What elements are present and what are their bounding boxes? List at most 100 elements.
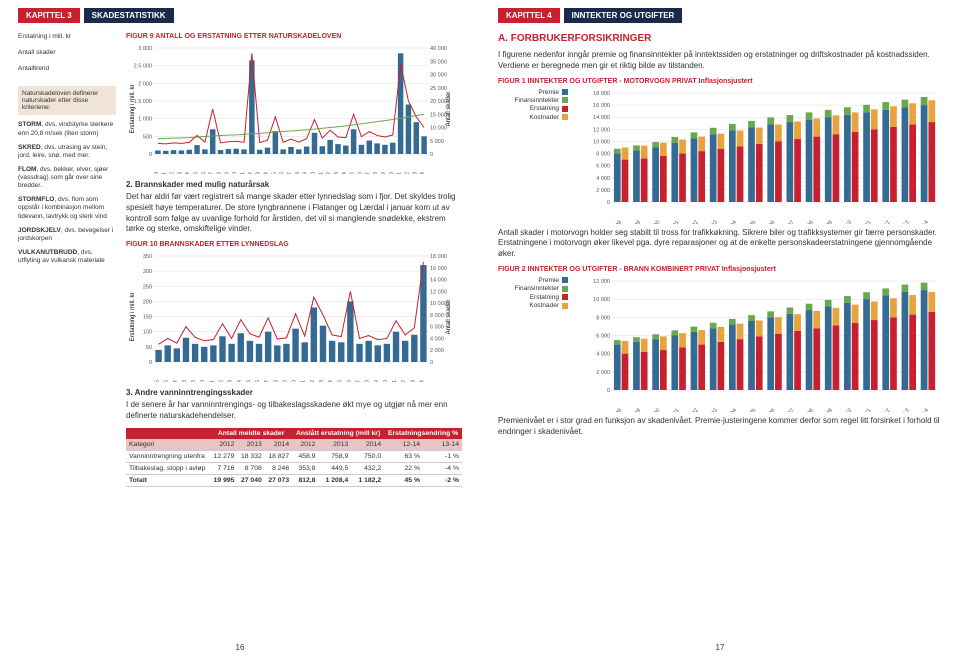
- svg-text:14 000: 14 000: [430, 278, 447, 284]
- para-r2: Premienivået er i stor grad en funksjon …: [498, 416, 942, 438]
- svg-text:2011: 2011: [397, 172, 403, 174]
- svg-text:10 000: 10 000: [593, 297, 610, 303]
- svg-text:2006: 2006: [765, 408, 777, 412]
- svg-text:2006: 2006: [357, 172, 363, 174]
- svg-text:8 000: 8 000: [596, 151, 610, 157]
- svg-text:2008: 2008: [803, 408, 815, 412]
- svg-text:1996: 1996: [255, 380, 261, 382]
- svg-text:2012: 2012: [880, 408, 892, 412]
- page-left: KAPITTEL 3 SKADESTATISTIKK Erstatning i …: [0, 0, 480, 660]
- svg-text:1996: 1996: [279, 172, 285, 174]
- header-right: KAPITTEL 4 INNTEKTER OG UTGIFTER: [498, 8, 942, 23]
- svg-text:2004: 2004: [726, 408, 738, 412]
- svg-text:1980: 1980: [154, 172, 160, 174]
- main-column: FIGUR 9 ANTALL OG ERSTATNING ETTER NATUR…: [126, 33, 462, 487]
- svg-text:8 000: 8 000: [596, 315, 610, 321]
- svg-text:1994: 1994: [264, 172, 270, 174]
- svg-text:16 000: 16 000: [430, 266, 447, 272]
- fig2-title: FIGUR 2 INNTEKTER OG UTGIFTER - BRANN KO…: [498, 266, 942, 273]
- intro-text: I figurene nedenfor inngår premie og fin…: [498, 50, 942, 72]
- svg-text:4 000: 4 000: [596, 175, 610, 181]
- svg-text:2006: 2006: [346, 380, 352, 382]
- svg-text:2001: 2001: [318, 172, 324, 174]
- svg-text:10 000: 10 000: [593, 139, 610, 145]
- svg-text:2000: 2000: [292, 380, 298, 382]
- svg-text:2012: 2012: [880, 219, 892, 223]
- svg-text:2002: 2002: [688, 408, 700, 412]
- svg-text:0: 0: [607, 388, 610, 394]
- svg-text:2003: 2003: [707, 408, 719, 412]
- svg-text:2014: 2014: [918, 219, 930, 223]
- svg-text:2005: 2005: [746, 408, 758, 412]
- svg-text:1988: 1988: [182, 380, 188, 382]
- svg-text:2001: 2001: [301, 380, 307, 382]
- svg-text:2014: 2014: [420, 172, 426, 174]
- svg-text:2 000: 2 000: [596, 370, 610, 376]
- term: STORM, dvs. vindstyrke sterkere enn 20,8…: [18, 121, 116, 137]
- svg-text:2014: 2014: [419, 380, 425, 382]
- svg-text:2008: 2008: [373, 172, 379, 174]
- svg-text:2003: 2003: [334, 172, 340, 174]
- svg-text:2003: 2003: [707, 219, 719, 223]
- svg-text:2004: 2004: [328, 380, 334, 382]
- sidebar-definitions: Erstatning i mill. kr Antall skader Anta…: [18, 33, 116, 271]
- svg-text:Erstatning i mill. kr: Erstatning i mill. kr: [130, 84, 136, 133]
- svg-text:2013: 2013: [899, 219, 911, 223]
- svg-text:2008: 2008: [365, 380, 371, 382]
- svg-text:Antall skader: Antall skader: [446, 92, 452, 127]
- page-number-r: 17: [716, 643, 725, 652]
- svg-text:2011: 2011: [861, 408, 873, 412]
- svg-text:6 000: 6 000: [596, 333, 610, 339]
- svg-text:2009: 2009: [374, 380, 380, 382]
- chapter-chip: KAPITTEL 3: [18, 8, 80, 23]
- svg-text:2006: 2006: [765, 219, 777, 223]
- term: VULKANUTBRUDD, dvs. utflyting av vulkans…: [18, 249, 116, 265]
- svg-text:2009: 2009: [822, 219, 834, 223]
- svg-text:1987: 1987: [173, 380, 179, 382]
- svg-text:1989: 1989: [191, 380, 197, 382]
- fig10-title: FIGUR 10 BRANNSKADER ETTER LYNNEDSLAG: [126, 241, 462, 248]
- svg-text:3 000: 3 000: [138, 46, 152, 52]
- svg-text:1986: 1986: [164, 380, 170, 382]
- para2: Det har aldri før vært registrert så man…: [126, 192, 462, 235]
- svg-text:10 000: 10 000: [430, 301, 447, 307]
- svg-text:2 000: 2 000: [138, 81, 152, 87]
- svg-text:2004: 2004: [726, 219, 738, 223]
- chart-9: 05001 0001.5 0002 0002.5 0003 00005 0001…: [126, 44, 462, 174]
- svg-text:1985: 1985: [155, 380, 161, 382]
- svg-text:350: 350: [143, 254, 152, 260]
- legend-1: PremieFinansinntekterErstatningKostnader: [498, 89, 568, 228]
- svg-text:2008: 2008: [803, 219, 815, 223]
- svg-text:1999: 1999: [282, 380, 288, 382]
- term: FLOM, dvs. bekker, elver, sjøer (vassdra…: [18, 166, 116, 190]
- fig9-title: FIGUR 9 ANTALL OG ERSTATNING ETTER NATUR…: [126, 33, 462, 40]
- svg-text:2007: 2007: [784, 408, 796, 412]
- svg-text:2000: 2000: [650, 219, 662, 223]
- svg-text:2 000: 2 000: [596, 187, 610, 193]
- svg-text:1999: 1999: [303, 172, 309, 174]
- svg-text:2003: 2003: [319, 380, 325, 382]
- svg-text:50: 50: [146, 345, 152, 351]
- svg-text:1994: 1994: [237, 380, 243, 382]
- svg-text:1997: 1997: [287, 172, 293, 174]
- svg-text:2004: 2004: [342, 172, 348, 174]
- para3: I de senere år har vanninntrengings- og …: [126, 400, 462, 422]
- svg-text:2.5 000: 2.5 000: [134, 64, 152, 70]
- svg-text:1987: 1987: [209, 172, 215, 174]
- svg-text:1995: 1995: [271, 172, 277, 174]
- legend-3: Antalltrend: [18, 65, 116, 73]
- svg-text:2000: 2000: [650, 408, 662, 412]
- svg-text:20 000: 20 000: [430, 99, 447, 105]
- sub2-head: 2. Brannskader med mulig naturårsak: [126, 180, 462, 189]
- svg-text:2005: 2005: [746, 219, 758, 223]
- svg-text:500: 500: [143, 134, 152, 140]
- svg-text:1990: 1990: [232, 172, 238, 174]
- chapter-chip-r: KAPITTEL 4: [498, 8, 560, 23]
- chart-2: 02 0004 0006 0008 00010 00012 0001998199…: [582, 277, 942, 412]
- svg-text:2002: 2002: [310, 380, 316, 382]
- legend-2: Antall skader: [18, 49, 116, 57]
- svg-text:16 000: 16 000: [593, 103, 610, 109]
- svg-text:1991: 1991: [209, 380, 215, 382]
- page-number: 16: [236, 643, 245, 652]
- definition-box: Naturskadeloven definerer naturskader et…: [18, 86, 116, 115]
